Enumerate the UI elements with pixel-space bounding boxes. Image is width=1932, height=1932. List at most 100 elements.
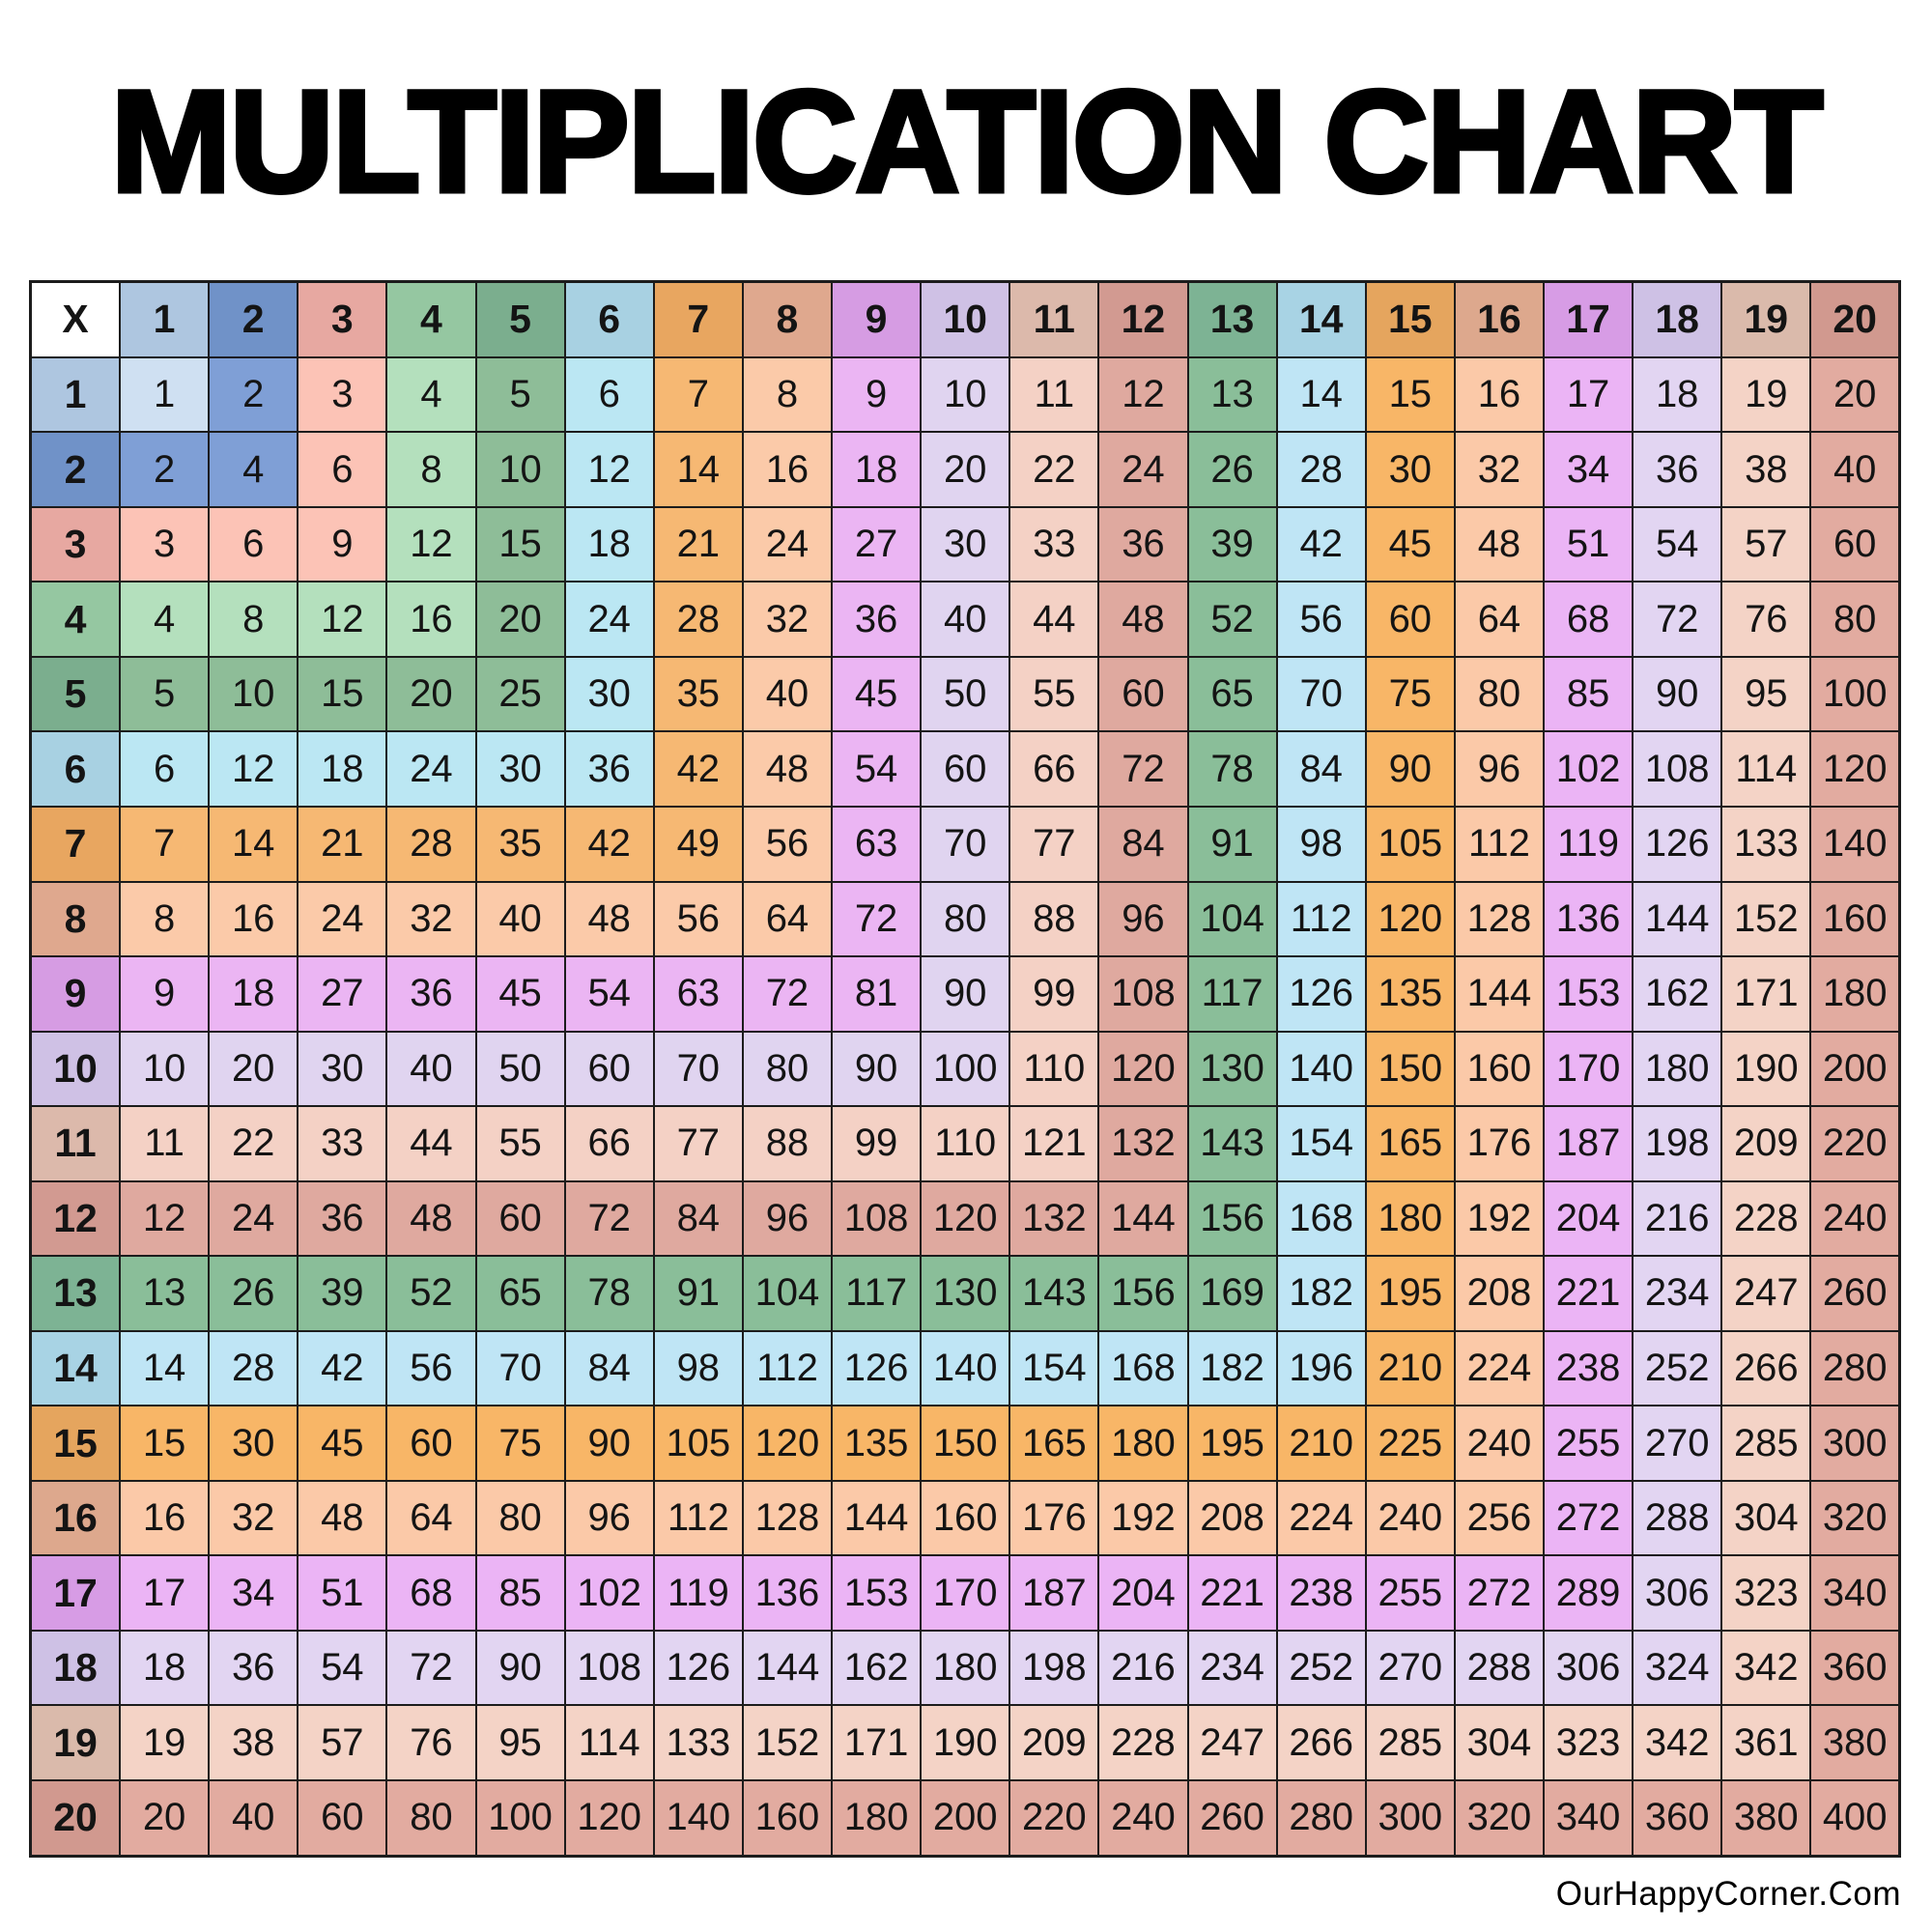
product-cell: 90 xyxy=(474,1629,566,1707)
product-cell: 9 xyxy=(118,955,211,1033)
product-cell: 48 xyxy=(563,880,655,958)
footer-credit: OurHappyCorner.Com xyxy=(1555,1875,1901,1913)
product-cell: 96 xyxy=(741,1179,834,1258)
product-cell: 1 xyxy=(118,355,211,434)
product-cell: 160 xyxy=(1453,1030,1546,1108)
product-cell: 95 xyxy=(474,1704,566,1781)
product-cell: 14 xyxy=(118,1329,211,1407)
header-row: X 1 2 3 4 5 6 7 8 9 10 11 12 13 14 15 16 17 18 19 20 xyxy=(29,280,1901,358)
table-row: 8 8 16 24 32 40 48 56 64 72 80 88 96 104 112 120 128 136 1… xyxy=(29,880,1901,958)
product-cell: 238 xyxy=(1542,1329,1634,1407)
table-row: 6 6 12 18 24 30 36 42 48 54 60 66 72 78 84 90 96 102 108 11… xyxy=(29,730,1901,809)
product-cell: 70 xyxy=(652,1030,744,1108)
product-cell: 208 xyxy=(1453,1255,1546,1332)
product-cell: 48 xyxy=(1453,505,1546,583)
product-cell: 260 xyxy=(1186,1778,1278,1858)
product-cell: 108 xyxy=(830,1179,923,1258)
product-cell: 10 xyxy=(208,655,299,733)
product-cell: 32 xyxy=(208,1479,299,1557)
product-cell: 13 xyxy=(1186,355,1278,434)
product-cell: 105 xyxy=(652,1405,744,1482)
product-cell: 110 xyxy=(920,1105,1011,1182)
product-cell: 240 xyxy=(1453,1405,1546,1482)
product-cell: 14 xyxy=(652,431,744,508)
row-header: 20 xyxy=(29,1778,121,1858)
product-cell: 18 xyxy=(563,505,655,583)
product-cell: 143 xyxy=(1009,1255,1100,1332)
product-cell: 144 xyxy=(1453,955,1546,1033)
product-cell: 228 xyxy=(1720,1179,1812,1258)
product-cell: 26 xyxy=(208,1255,299,1332)
product-cell: 85 xyxy=(474,1554,566,1632)
product-cell: 30 xyxy=(208,1405,299,1482)
product-cell: 306 xyxy=(1542,1629,1634,1707)
product-cell: 228 xyxy=(1097,1704,1189,1781)
product-cell: 8 xyxy=(118,880,211,958)
product-cell: 144 xyxy=(741,1629,834,1707)
product-cell: 8 xyxy=(741,355,834,434)
product-cell: 14 xyxy=(1275,355,1367,434)
product-cell: 12 xyxy=(297,581,388,658)
product-cell: 240 xyxy=(1364,1479,1456,1557)
product-cell: 340 xyxy=(1809,1554,1901,1632)
product-cell: 187 xyxy=(1542,1105,1634,1182)
product-cell: 98 xyxy=(1275,806,1367,883)
product-cell: 360 xyxy=(1632,1778,1723,1858)
product-cell: 209 xyxy=(1720,1105,1812,1182)
product-cell: 112 xyxy=(1453,806,1546,883)
product-cell: 30 xyxy=(297,1030,388,1108)
product-cell: 12 xyxy=(208,730,299,809)
product-cell: 96 xyxy=(1097,880,1189,958)
column-header: 15 xyxy=(1364,280,1456,358)
product-cell: 323 xyxy=(1542,1704,1634,1781)
product-cell: 342 xyxy=(1632,1704,1723,1781)
product-cell: 72 xyxy=(830,880,923,958)
product-cell: 190 xyxy=(920,1704,1011,1781)
product-cell: 80 xyxy=(741,1030,834,1108)
product-cell: 108 xyxy=(1632,730,1723,809)
product-cell: 168 xyxy=(1097,1329,1189,1407)
product-cell: 154 xyxy=(1009,1329,1100,1407)
product-cell: 40 xyxy=(920,581,1011,658)
product-cell: 210 xyxy=(1275,1405,1367,1482)
product-cell: 114 xyxy=(563,1704,655,1781)
product-cell: 187 xyxy=(1009,1554,1100,1632)
product-cell: 91 xyxy=(1186,806,1278,883)
product-cell: 16 xyxy=(1453,355,1546,434)
product-cell: 39 xyxy=(1186,505,1278,583)
product-cell: 133 xyxy=(1720,806,1812,883)
row-header: 19 xyxy=(29,1704,121,1781)
product-cell: 20 xyxy=(474,581,566,658)
table-row: 16 16 32 48 64 80 96 112 128 144 160 176 192 208 224 24… xyxy=(29,1479,1901,1557)
product-cell: 204 xyxy=(1542,1179,1634,1258)
product-cell: 165 xyxy=(1364,1105,1456,1182)
product-cell: 33 xyxy=(1009,505,1100,583)
product-cell: 80 xyxy=(920,880,1011,958)
table-row: 17 17 34 51 68 85 102 119 136 153 170 187 204 221 238 2… xyxy=(29,1554,1901,1632)
product-cell: 320 xyxy=(1453,1778,1546,1858)
product-cell: 19 xyxy=(1720,355,1812,434)
product-cell: 255 xyxy=(1364,1554,1456,1632)
product-cell: 285 xyxy=(1720,1405,1812,1482)
product-cell: 27 xyxy=(830,505,923,583)
product-cell: 4 xyxy=(385,355,477,434)
column-header: 9 xyxy=(830,280,923,358)
product-cell: 24 xyxy=(1097,431,1189,508)
product-cell: 112 xyxy=(652,1479,744,1557)
product-cell: 36 xyxy=(1097,505,1189,583)
product-cell: 64 xyxy=(385,1479,477,1557)
product-cell: 117 xyxy=(1186,955,1278,1033)
product-cell: 19 xyxy=(118,1704,211,1781)
product-cell: 10 xyxy=(474,431,566,508)
multiplication-table: X 1 2 3 4 5 6 7 8 9 10 11 12 13 14 15 16 17 18 19 20 1 1 2 3 4 5 6 7… xyxy=(29,280,1901,1858)
product-cell: 22 xyxy=(1009,431,1100,508)
product-cell: 7 xyxy=(118,806,211,883)
product-cell: 288 xyxy=(1453,1629,1546,1707)
product-cell: 45 xyxy=(1364,505,1456,583)
row-header: 14 xyxy=(29,1329,121,1407)
product-cell: 323 xyxy=(1720,1554,1812,1632)
product-cell: 70 xyxy=(1275,655,1367,733)
product-cell: 20 xyxy=(208,1030,299,1108)
product-cell: 40 xyxy=(1809,431,1901,508)
column-header: 7 xyxy=(652,280,744,358)
